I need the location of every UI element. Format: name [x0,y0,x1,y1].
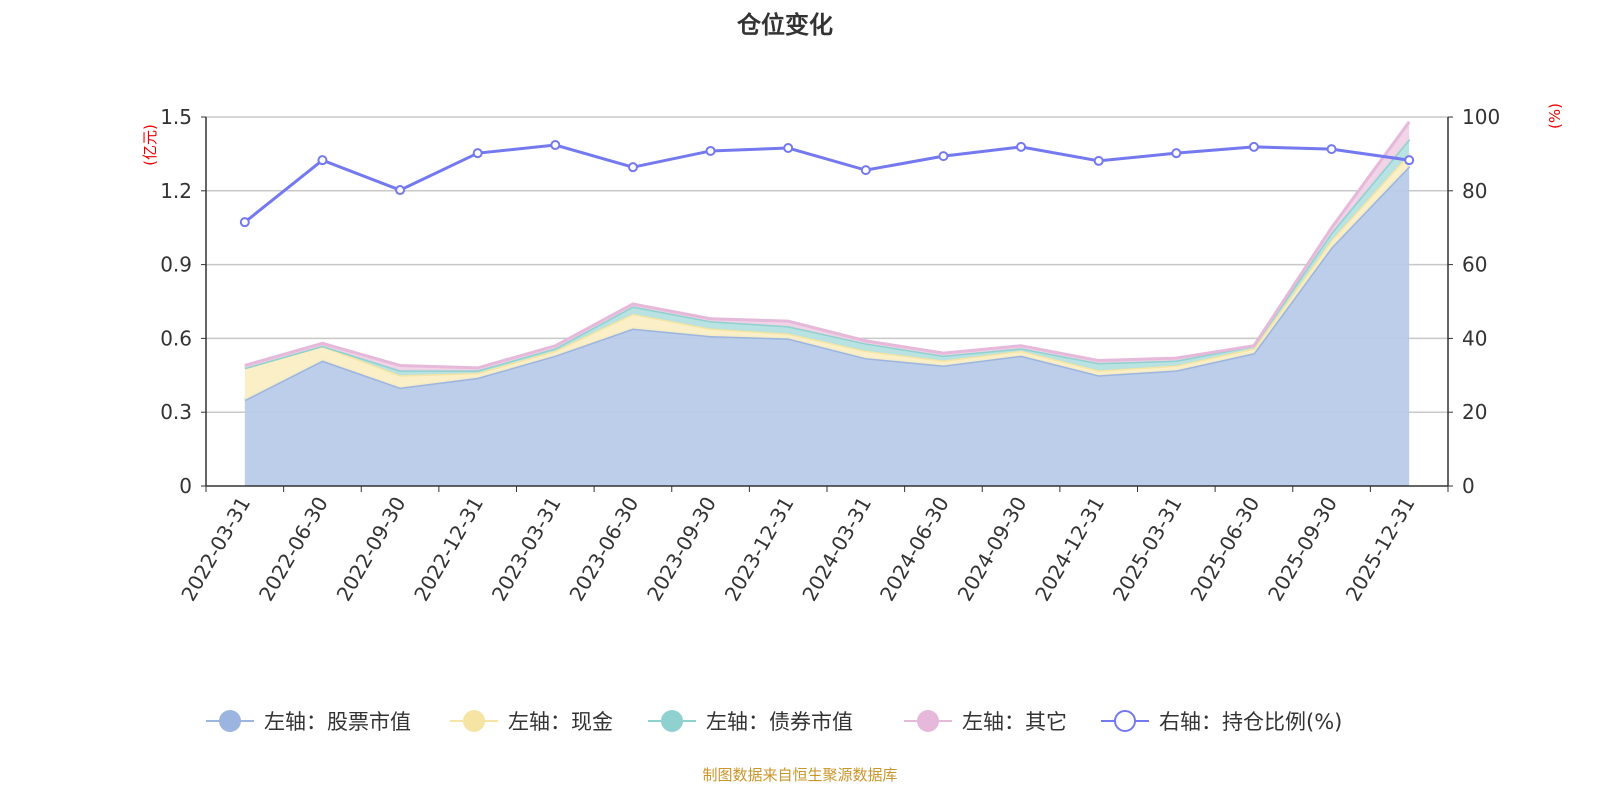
x-tick-label: 2024-03-31 [797,493,876,606]
legend-label: 右轴：持仓比例(%) [1159,710,1342,734]
footer-source: 制图数据来自恒生聚源数据库 [702,766,897,784]
ratio-point [860,165,871,176]
left-tick-label: 0 [179,474,192,498]
left-tick-label: 1.5 [160,105,192,129]
area-左轴：债券市值 [244,139,1410,376]
ratio-point [1093,155,1104,166]
x-tick-label: 2023-09-30 [642,493,721,606]
x-tick-label: 2024-12-31 [1030,493,1109,606]
right-tick-label: 20 [1462,400,1487,424]
x-tick-label: 2022-09-30 [331,493,410,606]
x-tick-label: 2023-12-31 [720,493,799,606]
ratio-point [550,140,561,151]
legend-marker-icon [219,710,241,732]
left-axis-label: (亿元) [141,124,159,166]
legend-marker-icon [463,710,485,732]
legend-item[interactable]: 左轴：其它 [904,710,1067,734]
legend-label: 左轴：现金 [508,710,613,734]
ratio-point [317,155,328,166]
ratio-point [1171,148,1182,159]
ratio-point [938,151,949,162]
x-tick-label: 2022-03-31 [176,493,255,606]
x-tick-label: 2023-06-30 [564,493,643,606]
right-tick-label: 40 [1462,326,1487,350]
left-tick-label: 0.3 [160,400,192,424]
left-tick-label: 0.9 [160,253,192,277]
legend-marker-icon [661,710,683,732]
chart-title: 仓位变化 [736,11,833,39]
x-tick-label: 2024-06-30 [875,493,954,606]
legend-item[interactable]: 右轴：持仓比例(%) [1101,710,1342,734]
legend-item[interactable]: 左轴：现金 [450,710,613,734]
x-tick-label: 2023-03-31 [487,493,566,606]
left-tick-label: 1.2 [160,179,192,203]
ratio-point [783,142,794,153]
right-axis-label: (%) [1546,103,1564,129]
x-tick-label: 2025-12-31 [1341,493,1420,606]
x-tick-label: 2024-09-30 [952,493,1031,606]
ratio-point [705,145,716,156]
x-tick-label: 2025-09-30 [1263,493,1342,606]
legend-item[interactable]: 左轴：股票市值 [206,710,411,734]
ratio-point [472,148,483,159]
x-tick-label: 2022-06-30 [254,493,333,606]
legend-item[interactable]: 左轴：债券市值 [648,710,853,734]
ratio-point [1404,155,1415,166]
x-tick-label: 2025-06-30 [1185,493,1264,606]
x-tick-label: 2025-03-31 [1108,493,1187,606]
area-line-左轴：债券市值 [244,138,1411,372]
ratio-line [243,143,1410,224]
ratio-point [1326,144,1337,155]
legend-label: 左轴：其它 [962,710,1067,734]
legend-label: 左轴：股票市值 [264,710,411,734]
ratio-point [627,162,638,173]
ratio-point [1248,141,1259,152]
legend-label: 左轴：债券市值 [706,710,853,734]
ratio-point [395,185,406,196]
ratio-point [239,217,250,228]
area-line-左轴：其它 [244,121,1411,370]
area-左轴：股票市值 [244,166,1410,486]
left-tick-label: 0.6 [160,326,192,350]
right-tick-label: 0 [1462,474,1475,498]
right-tick-label: 100 [1462,105,1500,129]
right-tick-label: 60 [1462,253,1487,277]
legend-marker-icon [1114,710,1136,732]
x-tick-label: 2022-12-31 [409,493,488,606]
right-tick-label: 80 [1462,179,1487,203]
legend-marker-icon [917,710,939,732]
ratio-point [1016,141,1027,152]
